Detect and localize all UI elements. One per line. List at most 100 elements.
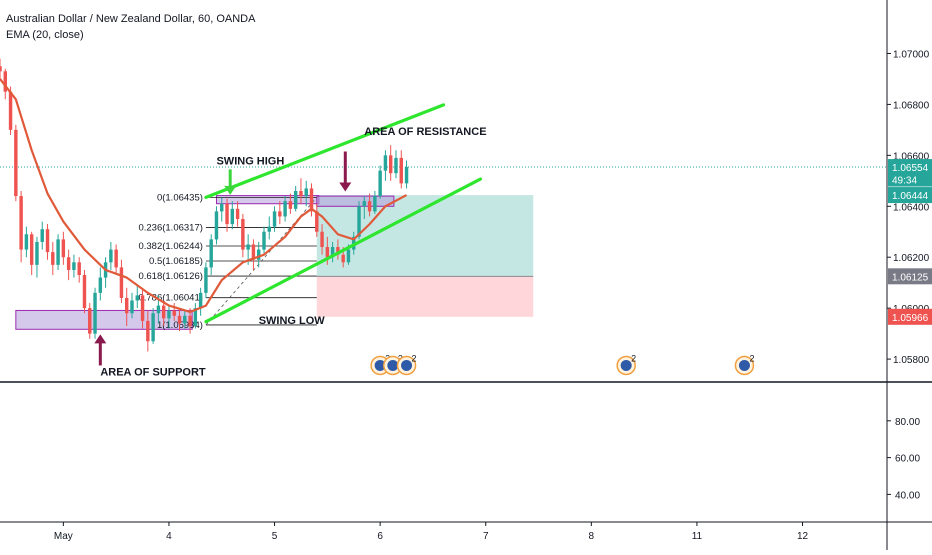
candle-down[interactable] xyxy=(388,155,393,174)
candle-down[interactable] xyxy=(161,305,166,319)
time-tick-label: 4 xyxy=(166,531,172,542)
candle-up[interactable] xyxy=(404,167,409,184)
candle-up[interactable] xyxy=(56,239,60,265)
time-tick-label: 6 xyxy=(377,531,383,542)
candle-up[interactable] xyxy=(304,188,308,197)
candle-up[interactable] xyxy=(378,170,382,197)
candle-up[interactable] xyxy=(283,201,287,217)
candle-down[interactable] xyxy=(29,234,34,265)
candle-up[interactable] xyxy=(209,239,213,268)
candle-down[interactable] xyxy=(114,249,118,268)
candle-down[interactable] xyxy=(235,208,240,220)
ema-line[interactable] xyxy=(0,78,408,314)
candle-up[interactable] xyxy=(40,229,44,242)
candle-up[interactable] xyxy=(256,249,261,260)
candle-up[interactable] xyxy=(72,262,76,270)
fib-level-label: 0.5(1.06185) xyxy=(149,256,203,267)
candle-up[interactable] xyxy=(373,196,377,212)
candle-up[interactable] xyxy=(135,295,139,301)
candle-down[interactable] xyxy=(88,308,92,334)
candle-up[interactable] xyxy=(357,206,361,237)
resistance-zone[interactable] xyxy=(316,195,395,207)
candle-up[interactable] xyxy=(204,267,208,293)
candle-down[interactable] xyxy=(19,196,23,250)
candle-down[interactable] xyxy=(82,275,87,309)
candle-down[interactable] xyxy=(177,315,182,324)
candle-down[interactable] xyxy=(299,191,303,197)
upper-trend-line[interactable] xyxy=(204,103,446,199)
candle-up[interactable] xyxy=(362,201,367,207)
candle-up[interactable] xyxy=(383,155,388,171)
candle-up[interactable] xyxy=(183,315,187,324)
time-tick-label: 8 xyxy=(589,531,595,542)
candle-up[interactable] xyxy=(262,231,266,250)
candle-down[interactable] xyxy=(0,66,2,72)
candle-up[interactable] xyxy=(151,313,155,342)
candle-down[interactable] xyxy=(309,188,314,212)
candle-up[interactable] xyxy=(246,244,250,250)
candle-up[interactable] xyxy=(167,310,171,319)
candle-up[interactable] xyxy=(220,203,224,212)
candle-down[interactable] xyxy=(320,231,324,248)
candle-up[interactable] xyxy=(267,226,271,232)
candle-down[interactable] xyxy=(225,203,229,225)
symbol-title[interactable]: Australian Dollar / New Zealand Dollar, … xyxy=(6,13,256,25)
candle-down[interactable] xyxy=(66,257,71,270)
candle-up[interactable] xyxy=(230,208,235,225)
candle-down[interactable] xyxy=(8,91,13,130)
candle-down[interactable] xyxy=(172,310,176,316)
candle-up[interactable] xyxy=(330,247,335,258)
candle-down[interactable] xyxy=(45,229,50,253)
candle-up[interactable] xyxy=(346,249,351,263)
candle-down[interactable] xyxy=(288,201,293,209)
candle-down[interactable] xyxy=(251,244,256,260)
candle-up[interactable] xyxy=(24,234,29,250)
candle-up[interactable] xyxy=(193,308,198,326)
candle-down[interactable] xyxy=(3,71,7,92)
candle-down[interactable] xyxy=(146,320,150,342)
candle-down[interactable] xyxy=(124,297,129,314)
candle-down[interactable] xyxy=(325,247,330,258)
price-label-text: 1.05966 xyxy=(892,313,929,324)
event-flag-icon xyxy=(738,359,750,371)
candle-down[interactable] xyxy=(241,219,245,250)
candle-up[interactable] xyxy=(156,305,161,314)
candle-up[interactable] xyxy=(394,157,398,174)
candle-down[interactable] xyxy=(341,254,345,263)
candle-down[interactable] xyxy=(399,157,403,184)
position-stop-zone[interactable] xyxy=(316,276,534,317)
candle-up[interactable] xyxy=(293,191,298,209)
price-tick-label: 1.07000 xyxy=(893,49,930,60)
price-label-ema xyxy=(888,187,932,204)
candle-down[interactable] xyxy=(51,252,55,265)
candle-down[interactable] xyxy=(140,295,145,321)
fib-level-label: 0.786(1.06041) xyxy=(138,293,202,304)
candle-up[interactable] xyxy=(109,249,113,263)
candle-up[interactable] xyxy=(35,241,39,265)
price-tick-label: 1.06400 xyxy=(893,202,930,213)
time-tick-label: 12 xyxy=(797,531,809,542)
candle-down[interactable] xyxy=(119,267,124,298)
candle-down[interactable] xyxy=(367,201,372,212)
candle-down[interactable] xyxy=(315,211,319,232)
candle-down[interactable] xyxy=(14,129,18,197)
price-label-stop xyxy=(888,308,932,325)
candle-up[interactable] xyxy=(98,277,103,293)
indicator-title[interactable]: EMA (20, close) xyxy=(6,29,84,41)
candle-up[interactable] xyxy=(198,292,203,309)
candle-down[interactable] xyxy=(188,315,192,326)
event-count: 2 xyxy=(631,353,636,363)
candle-up[interactable] xyxy=(130,300,134,314)
annotation-label: SWING LOW xyxy=(259,315,326,327)
candle-down[interactable] xyxy=(61,239,66,258)
candle-down[interactable] xyxy=(77,262,81,276)
candle-down[interactable] xyxy=(336,247,340,255)
candle-down[interactable] xyxy=(278,211,282,217)
candle-up[interactable] xyxy=(272,211,277,227)
candle-up[interactable] xyxy=(93,292,97,334)
candle-up[interactable] xyxy=(214,211,219,240)
lower-trend-line[interactable] xyxy=(204,177,483,324)
price-tick-label: 1.05800 xyxy=(893,355,930,366)
